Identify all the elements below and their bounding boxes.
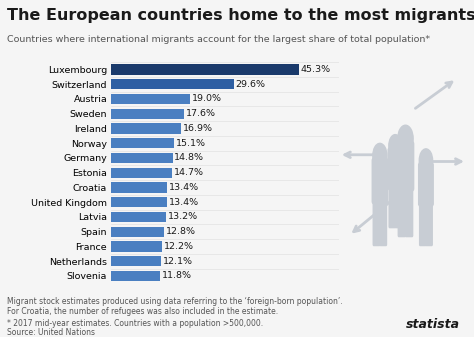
FancyBboxPatch shape bbox=[380, 198, 386, 246]
Text: 12.1%: 12.1% bbox=[163, 257, 193, 266]
Circle shape bbox=[373, 143, 387, 168]
Bar bbox=[111, 64, 299, 75]
Text: Countries where international migrants account for the largest share of total po: Countries where international migrants a… bbox=[7, 35, 430, 44]
FancyBboxPatch shape bbox=[388, 148, 402, 189]
Text: For Croatia, the number of refugees was also included in the estimate.: For Croatia, the number of refugees was … bbox=[7, 307, 278, 316]
Bar bbox=[111, 109, 184, 119]
Text: 13.4%: 13.4% bbox=[168, 198, 199, 207]
Text: Migrant stock estimates produced using data referring to the ‘foreign-born popul: Migrant stock estimates produced using d… bbox=[7, 297, 343, 306]
Bar bbox=[111, 226, 164, 237]
FancyBboxPatch shape bbox=[397, 142, 414, 191]
Bar bbox=[111, 241, 162, 252]
Text: 11.8%: 11.8% bbox=[162, 271, 192, 280]
Text: 16.9%: 16.9% bbox=[183, 124, 213, 133]
Bar bbox=[111, 256, 162, 266]
Bar bbox=[111, 197, 167, 207]
Text: 13.2%: 13.2% bbox=[168, 212, 198, 221]
Text: statista: statista bbox=[406, 318, 460, 331]
FancyBboxPatch shape bbox=[373, 198, 380, 246]
Bar bbox=[111, 138, 174, 148]
FancyBboxPatch shape bbox=[419, 163, 433, 206]
Bar bbox=[111, 79, 234, 89]
Text: 45.3%: 45.3% bbox=[301, 65, 330, 74]
Circle shape bbox=[419, 149, 433, 172]
Bar bbox=[111, 153, 173, 163]
Text: 14.7%: 14.7% bbox=[174, 168, 204, 177]
Text: 29.6%: 29.6% bbox=[236, 80, 265, 89]
Text: Source: United Nations: Source: United Nations bbox=[7, 328, 95, 337]
Text: 19.0%: 19.0% bbox=[191, 94, 222, 103]
FancyBboxPatch shape bbox=[398, 185, 405, 237]
Text: 13.4%: 13.4% bbox=[168, 183, 199, 192]
Bar bbox=[111, 271, 160, 281]
Text: 14.8%: 14.8% bbox=[174, 153, 204, 162]
Text: The European countries home to the most migrants: The European countries home to the most … bbox=[7, 8, 474, 24]
FancyBboxPatch shape bbox=[389, 184, 395, 227]
Bar bbox=[111, 94, 190, 104]
Text: 12.2%: 12.2% bbox=[164, 242, 193, 251]
Text: * 2017 mid-year estimates. Countries with a population >500,000.: * 2017 mid-year estimates. Countries wit… bbox=[7, 319, 263, 329]
Circle shape bbox=[398, 125, 413, 152]
Text: 17.6%: 17.6% bbox=[186, 109, 216, 118]
Bar bbox=[111, 123, 181, 134]
Bar bbox=[111, 167, 172, 178]
FancyBboxPatch shape bbox=[426, 200, 432, 246]
Circle shape bbox=[389, 134, 401, 157]
FancyBboxPatch shape bbox=[419, 200, 426, 246]
FancyBboxPatch shape bbox=[372, 158, 387, 204]
Text: 15.1%: 15.1% bbox=[175, 139, 206, 148]
Text: 12.8%: 12.8% bbox=[166, 227, 196, 236]
Bar bbox=[111, 182, 167, 193]
Bar bbox=[111, 212, 166, 222]
FancyBboxPatch shape bbox=[395, 184, 401, 227]
FancyBboxPatch shape bbox=[406, 185, 413, 237]
